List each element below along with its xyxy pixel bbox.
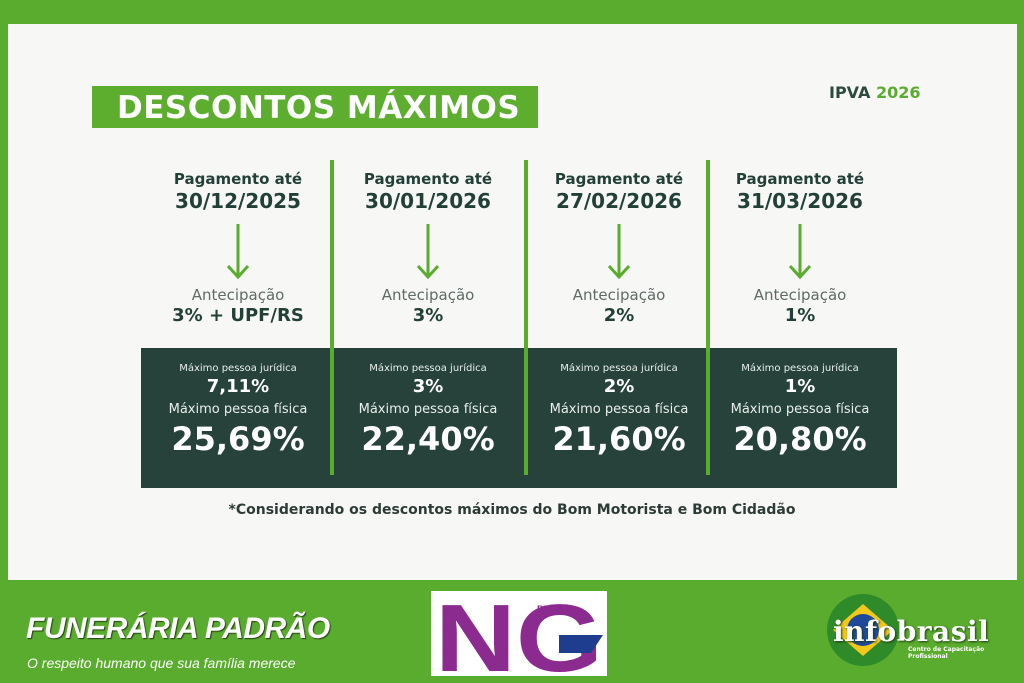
pf-label: Máximo pessoa física bbox=[549, 402, 689, 417]
payment-date: 31/03/2026 bbox=[737, 189, 863, 213]
infobrasil-logo bbox=[827, 594, 899, 666]
antecipacao-value: 2% bbox=[603, 305, 635, 326]
column-divider bbox=[706, 160, 710, 475]
discount-cell-1: Máximo pessoa jurídica 7,11% Máximo pess… bbox=[143, 362, 333, 459]
antecipacao-label: Antecipação bbox=[572, 286, 666, 304]
discount-panel bbox=[141, 348, 897, 488]
pf-label: Máximo pessoa física bbox=[168, 402, 308, 417]
pf-value: 22,40% bbox=[361, 420, 495, 458]
down-arrow-icon bbox=[226, 224, 250, 280]
pf-label: Máximo pessoa física bbox=[358, 402, 498, 417]
panel-divider bbox=[330, 348, 334, 475]
pj-value: 2% bbox=[603, 376, 635, 397]
footnote: *Considerando os descontos máximos do Bo… bbox=[228, 502, 796, 518]
pj-value: 7,11% bbox=[206, 376, 270, 397]
pf-value: 21,60% bbox=[552, 420, 686, 458]
payment-label: Pagamento até bbox=[735, 170, 865, 188]
column-divider bbox=[330, 160, 334, 475]
ipva-text: IPVA bbox=[829, 83, 871, 102]
antecipacao-label: Antecipação bbox=[191, 286, 285, 304]
payment-column-1: Pagamento até 30/12/2025 Antecipação 3% … bbox=[143, 170, 333, 328]
panel-divider bbox=[706, 348, 710, 475]
ng-sub-text: REVISTA bbox=[537, 604, 576, 614]
payment-column-3: Pagamento até 27/02/2026 Antecipação 2% bbox=[524, 170, 714, 328]
antecipacao-value: 1% bbox=[784, 305, 816, 326]
payment-label: Pagamento até bbox=[554, 170, 684, 188]
discount-cell-2: Máximo pessoa jurídica 3% Máximo pessoa … bbox=[333, 362, 523, 459]
infobrasil-subtitle: Centro de Capacitação Profissional bbox=[908, 646, 985, 660]
column-divider bbox=[524, 160, 528, 475]
pj-value: 1% bbox=[784, 376, 816, 397]
pj-label: Máximo pessoa jurídica bbox=[369, 363, 487, 374]
discount-cell-3: Máximo pessoa jurídica 2% Máximo pessoa … bbox=[524, 362, 714, 459]
down-arrow-icon bbox=[416, 224, 440, 280]
pj-label: Máximo pessoa jurídica bbox=[179, 363, 297, 374]
pj-label: Máximo pessoa jurídica bbox=[741, 363, 859, 374]
pf-label: Máximo pessoa física bbox=[730, 402, 870, 417]
payment-date: 27/02/2026 bbox=[556, 189, 682, 213]
discount-cell-4: Máximo pessoa jurídica 1% Máximo pessoa … bbox=[705, 362, 895, 459]
funeraria-slogan: O respeito humano que sua família merece bbox=[27, 655, 296, 671]
pj-value: 3% bbox=[412, 376, 444, 397]
ipva-label: IPVA 2026 bbox=[829, 82, 920, 104]
panel-divider bbox=[524, 348, 528, 475]
revista-ng-logo: NG REVISTA bbox=[431, 591, 607, 676]
pf-value: 20,80% bbox=[733, 420, 867, 458]
payment-label: Pagamento até bbox=[363, 170, 493, 188]
payment-date: 30/01/2026 bbox=[365, 189, 491, 213]
pj-label: Máximo pessoa jurídica bbox=[560, 363, 678, 374]
ipva-year: 2026 bbox=[875, 83, 921, 102]
antecipacao-label: Antecipação bbox=[381, 286, 475, 304]
antecipacao-label: Antecipação bbox=[753, 286, 847, 304]
payment-date: 30/12/2025 bbox=[175, 189, 301, 213]
title-banner bbox=[92, 86, 538, 128]
antecipacao-value: 3% bbox=[412, 305, 444, 326]
antecipacao-value: 3% + UPF/RS bbox=[172, 305, 304, 326]
page-title: DESCONTOS MÁXIMOS bbox=[117, 90, 521, 126]
pf-value: 25,69% bbox=[171, 420, 305, 458]
svg-text:NG: NG bbox=[435, 591, 603, 676]
infobrasil-name: infobrasil bbox=[833, 615, 990, 648]
down-arrow-icon bbox=[607, 224, 631, 280]
funeraria-logo-name: FUNERÁRIA PADRÃO bbox=[26, 612, 330, 645]
payment-column-2: Pagamento até 30/01/2026 Antecipação 3% bbox=[333, 170, 523, 328]
down-arrow-icon bbox=[788, 224, 812, 280]
payment-column-4: Pagamento até 31/03/2026 Antecipação 1% bbox=[705, 170, 895, 328]
payment-label: Pagamento até bbox=[173, 170, 303, 188]
